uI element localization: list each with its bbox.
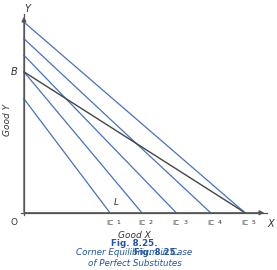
- Text: Y: Y: [24, 4, 30, 14]
- Text: O: O: [11, 218, 18, 227]
- Text: Good X: Good X: [118, 231, 151, 240]
- Text: 1: 1: [117, 220, 121, 225]
- Text: 2: 2: [149, 220, 153, 225]
- Text: 5: 5: [252, 220, 256, 225]
- Text: IC: IC: [138, 220, 145, 226]
- Text: Fig. 8.25.: Fig. 8.25.: [135, 248, 179, 257]
- Text: IC: IC: [207, 220, 214, 226]
- Text: Fig. 8.25.: Fig. 8.25.: [111, 239, 158, 248]
- Text: B: B: [11, 67, 18, 77]
- Text: 3: 3: [183, 220, 187, 225]
- Text: IC: IC: [241, 220, 248, 226]
- Text: 4: 4: [217, 220, 222, 225]
- Text: X: X: [267, 219, 274, 229]
- Text: Corner Equilibrium in Case
of Perfect Substitutes: Corner Equilibrium in Case of Perfect Su…: [76, 248, 193, 268]
- Text: Good Y: Good Y: [4, 103, 12, 136]
- Text: L: L: [114, 198, 119, 207]
- Text: IC: IC: [173, 220, 180, 226]
- Text: IC: IC: [106, 220, 113, 226]
